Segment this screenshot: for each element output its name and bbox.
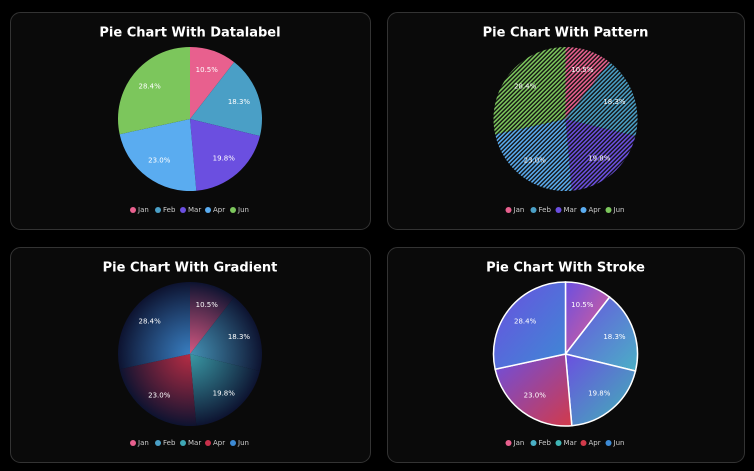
data-label: 23.0% [148,157,171,165]
pie-slice [190,282,235,354]
pie-slice [118,47,190,135]
legend-label: Apr [589,439,601,447]
data-label: 23.0% [524,157,547,165]
data-label: 19.8% [588,154,611,162]
legend-marker [605,440,612,446]
chart-title: Pie Chart With Pattern [483,26,649,41]
data-label: 10.5% [571,66,594,74]
legend-marker [230,207,236,213]
legend-label: Jan [137,439,149,447]
pie-slice [564,296,639,372]
legend-label: Mar [188,439,201,447]
legend-label: Jun [237,206,249,214]
legend-marker [180,440,186,446]
data-label: 19.8% [213,389,236,397]
legend-label: Jun [613,206,625,214]
legend-marker [555,207,562,213]
legend-marker [505,207,512,213]
data-label: 28.4% [139,317,162,325]
pie-slice [494,353,573,427]
legend-marker [155,440,161,446]
legend-marker [130,207,136,213]
pie-slice [119,119,197,191]
chart-title: Pie Chart With Datalabel [99,26,280,41]
legend-label: Mar [564,439,577,447]
legend-label: Apr [213,206,225,214]
pie-slice [190,119,260,191]
legend-marker [530,440,537,446]
legend-label: Jun [237,439,249,447]
legend-label: Mar [564,206,577,214]
pie-slice [493,47,566,135]
pie-slice [190,62,262,137]
legend-marker [205,207,211,213]
data-label: 28.4% [514,317,537,325]
data-label: 28.4% [514,82,537,90]
data-label: 10.5% [196,66,219,74]
legend-label: Feb [539,206,552,214]
legend-marker [205,440,211,446]
data-label: 10.5% [571,301,594,309]
data-label: 18.3% [603,333,626,341]
data-label: 18.3% [228,98,251,106]
legend-marker [505,440,512,446]
legend-label: Jun [613,439,625,447]
legend-label: Feb [539,439,552,447]
pie-slice [119,354,197,426]
legend-label: Jan [513,439,525,447]
pie-slice [565,62,638,137]
data-label: 23.0% [148,392,171,400]
legend-marker [230,440,236,446]
legend-marker [180,207,186,213]
pie-slice [190,297,262,372]
data-label: 10.5% [196,301,219,309]
pie-slice [565,47,610,119]
legend-label: Apr [589,206,601,214]
data-label: 18.3% [228,333,251,341]
data-label: 19.8% [213,154,236,162]
legend-label: Feb [163,206,176,214]
legend-label: Jan [513,206,525,214]
pie-slice [117,282,190,370]
pie-slice [565,119,636,191]
chart-title: Pie Chart With Gradient [103,261,278,276]
pie-slice [492,281,567,371]
legend-marker [530,207,537,213]
data-label: 18.3% [603,98,626,106]
data-label: 28.4% [139,82,162,90]
data-label: 19.8% [588,389,611,397]
pie-slice [190,354,260,426]
legend-marker [580,207,587,213]
legend-marker [580,440,587,446]
legend-label: Feb [163,439,176,447]
legend-marker [555,440,562,446]
legend-label: Mar [188,206,201,214]
pie-slice [564,353,637,427]
legend-marker [130,440,136,446]
legend-marker [155,207,161,213]
legend-marker [605,207,612,213]
data-label: 23.0% [524,392,547,400]
chart-title: Pie Chart With Stroke [486,261,645,276]
legend-label: Jan [137,206,149,214]
legend-label: Apr [213,439,225,447]
pie-slice [190,47,235,119]
pie-slice [495,119,572,191]
